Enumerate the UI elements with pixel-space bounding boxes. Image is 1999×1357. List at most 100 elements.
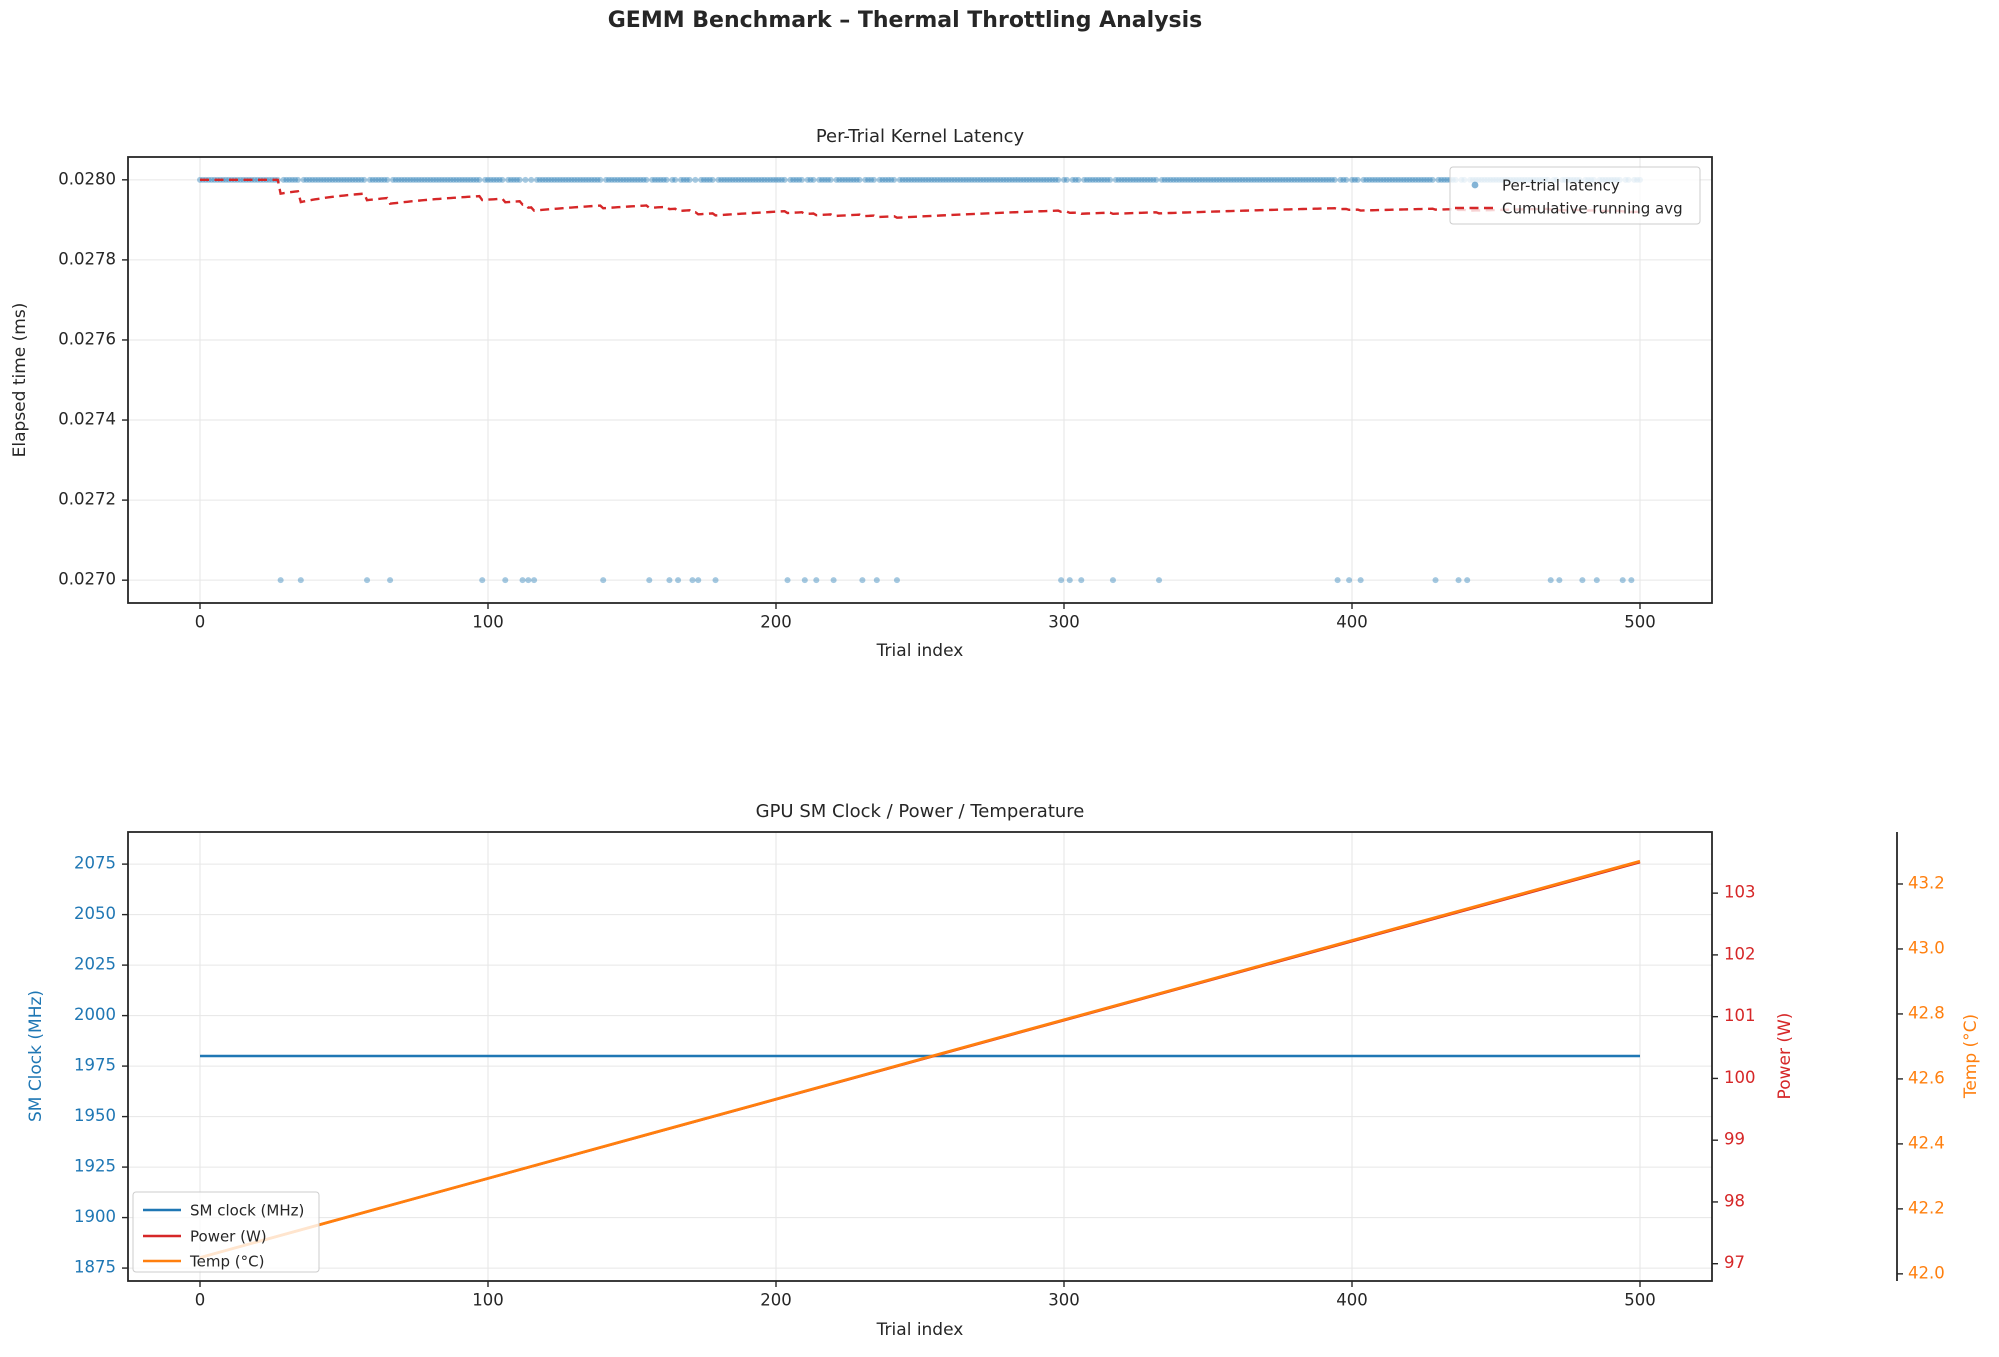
scatter-point	[1158, 176, 1165, 183]
scatter-point	[1135, 176, 1142, 183]
scatter-point	[1397, 176, 1404, 183]
scatter-point	[1374, 176, 1381, 183]
scatter-point	[680, 176, 687, 183]
scatter-point	[384, 176, 391, 183]
scatter-point	[614, 176, 621, 183]
figure-suptitle: GEMM Benchmark – Thermal Throttling Anal…	[607, 8, 1203, 33]
scatter-point	[464, 176, 471, 183]
scatter-point	[1207, 176, 1214, 183]
scatter-point	[459, 176, 466, 183]
scatter-point	[568, 176, 575, 183]
scatter-point	[942, 176, 949, 183]
scatter-point	[487, 176, 494, 183]
scatter-point	[830, 577, 837, 584]
scatter-point	[1372, 176, 1379, 183]
sm-clock-tick-label: 2050	[74, 904, 116, 923]
scatter-point	[369, 176, 376, 183]
scatter-point	[963, 176, 970, 183]
scatter-point	[1196, 176, 1203, 183]
scatter-point	[479, 577, 486, 584]
scatter-point	[1305, 176, 1312, 183]
scatter-point	[784, 577, 791, 584]
scatter-point	[989, 176, 995, 183]
scatter-point	[1435, 176, 1442, 183]
scatter-point	[375, 176, 382, 183]
scatter-point	[646, 577, 653, 584]
scatter-point	[277, 577, 284, 584]
scatter-point	[1029, 176, 1036, 183]
power-tick-label: 103	[1724, 883, 1756, 902]
scatter-point	[660, 176, 667, 183]
scatter-point	[358, 176, 365, 183]
scatter-point	[1144, 176, 1151, 183]
scatter-point	[1086, 176, 1093, 183]
scatter-point	[496, 176, 503, 183]
scatter-point	[450, 176, 457, 183]
scatter-point	[338, 176, 345, 183]
scatter-point	[1061, 176, 1067, 183]
scatter-point	[977, 176, 984, 183]
scatter-point	[1181, 176, 1188, 183]
scatter-point	[208, 176, 215, 183]
scatter-point	[747, 176, 754, 183]
scatter-point	[352, 176, 359, 183]
scatter-point	[836, 176, 843, 183]
scatter-point	[605, 176, 612, 183]
scatter-point	[1153, 176, 1160, 183]
scatter-point	[695, 577, 702, 584]
scatter-point	[986, 176, 993, 183]
scatter-point	[372, 176, 379, 183]
scatter-point	[1179, 176, 1186, 183]
scatter-point	[721, 176, 728, 183]
scatter-point	[1354, 176, 1361, 183]
scatter-point	[983, 176, 990, 183]
scatter-point	[485, 176, 491, 183]
scatter-point	[1092, 176, 1099, 183]
scatter-point	[1156, 577, 1163, 584]
scatter-point	[1349, 176, 1355, 183]
scatter-point	[623, 176, 630, 183]
scatter-point	[505, 176, 512, 183]
scatter-point	[819, 176, 826, 183]
scatter-point	[1078, 577, 1085, 584]
scatter-point	[1009, 176, 1016, 183]
x-tick-label: 400	[1336, 1291, 1368, 1310]
scatter-point	[1300, 176, 1307, 183]
power-tick-label: 98	[1724, 1191, 1745, 1210]
scatter-point	[960, 176, 967, 183]
x-tick-label: 300	[1048, 613, 1080, 632]
scatter-point	[343, 176, 350, 183]
scatter-point	[801, 577, 808, 584]
scatter-point	[456, 176, 463, 183]
scatter-point	[1389, 176, 1396, 183]
scatter-point	[1230, 176, 1237, 183]
scatter-point	[413, 176, 419, 183]
scatter-point	[1320, 176, 1327, 183]
scatter-point	[401, 176, 408, 183]
scatter-point	[1046, 176, 1053, 183]
scatter-point	[896, 176, 903, 183]
scatter-point	[677, 176, 684, 183]
scatter-point	[1556, 577, 1563, 584]
scatter-point	[827, 176, 834, 183]
scatter-point	[1464, 577, 1471, 584]
scatter-point	[1265, 176, 1272, 183]
scatter-point	[876, 176, 883, 183]
scatter-point	[790, 176, 797, 183]
scatter-point	[447, 176, 454, 183]
scatter-point	[1184, 176, 1191, 183]
scatter-point	[574, 176, 581, 183]
scatter-point	[821, 176, 828, 183]
scatter-point	[1023, 176, 1030, 183]
scatter-point	[1150, 176, 1157, 183]
scatter-point	[1012, 176, 1019, 183]
scatter-point	[1418, 176, 1425, 183]
scatter-point	[531, 577, 538, 584]
scatter-point	[320, 176, 327, 183]
scatter-point	[1063, 176, 1070, 183]
scatter-point	[1438, 176, 1445, 183]
scatter-point	[1346, 577, 1353, 584]
scatter-point	[1412, 176, 1419, 183]
scatter-point	[1141, 176, 1148, 183]
scatter-point	[1288, 176, 1295, 183]
